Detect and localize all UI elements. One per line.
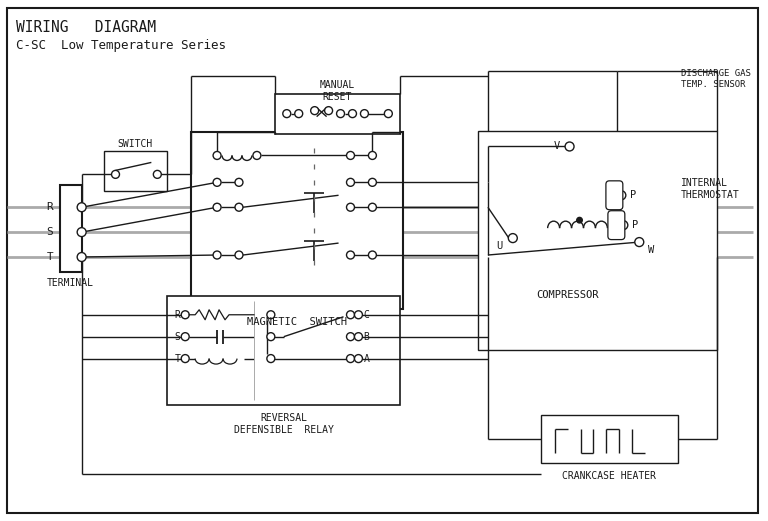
Text: CRANKCASE HEATER: CRANKCASE HEATER: [562, 471, 657, 481]
Bar: [60, 185, 81, 272]
FancyBboxPatch shape: [606, 181, 623, 210]
Text: C-SC  Low Temperature Series: C-SC Low Temperature Series: [16, 39, 226, 52]
Text: INTERNAL: INTERNAL: [681, 178, 728, 188]
Circle shape: [360, 109, 369, 118]
Circle shape: [77, 253, 86, 262]
Circle shape: [213, 251, 221, 259]
Circle shape: [508, 141, 647, 280]
Circle shape: [235, 178, 243, 187]
Circle shape: [283, 109, 291, 118]
Circle shape: [369, 178, 376, 187]
Circle shape: [635, 238, 644, 246]
Circle shape: [336, 109, 345, 118]
Text: S: S: [174, 332, 180, 342]
Circle shape: [266, 311, 275, 319]
Circle shape: [253, 152, 261, 159]
Text: COMPRESSOR: COMPRESSOR: [536, 290, 599, 300]
Circle shape: [619, 221, 627, 230]
Circle shape: [617, 191, 626, 200]
Text: REVERSAL: REVERSAL: [260, 413, 307, 424]
Circle shape: [577, 217, 582, 223]
Text: T: T: [46, 252, 53, 262]
Circle shape: [181, 311, 189, 319]
Circle shape: [508, 233, 518, 243]
Text: TEMP. SENSOR: TEMP. SENSOR: [681, 80, 746, 89]
Bar: [541, 415, 678, 463]
Circle shape: [355, 311, 362, 319]
Text: MANUAL: MANUAL: [320, 80, 355, 90]
Text: A: A: [363, 354, 369, 364]
Text: R: R: [174, 310, 180, 320]
Bar: [191, 131, 403, 309]
Circle shape: [346, 311, 355, 319]
Text: DISCHARGE GAS: DISCHARGE GAS: [681, 69, 751, 78]
Circle shape: [311, 107, 319, 115]
Text: WIRING   DIAGRAM: WIRING DIAGRAM: [16, 20, 156, 35]
Bar: [104, 152, 167, 191]
Circle shape: [346, 203, 355, 211]
Text: THERMOSTAT: THERMOSTAT: [681, 190, 740, 200]
Circle shape: [181, 355, 189, 363]
Bar: [167, 296, 400, 405]
Text: TERMINAL: TERMINAL: [47, 278, 94, 288]
Circle shape: [235, 203, 243, 211]
Text: C: C: [363, 310, 369, 320]
Text: RESET: RESET: [323, 92, 353, 102]
Circle shape: [346, 333, 355, 341]
Text: SWITCH: SWITCH: [118, 140, 153, 150]
Circle shape: [346, 251, 355, 259]
Circle shape: [111, 170, 120, 178]
Circle shape: [295, 109, 303, 118]
Text: W: W: [648, 245, 654, 255]
Text: B: B: [363, 332, 369, 342]
Circle shape: [369, 203, 376, 211]
Text: S: S: [46, 227, 53, 237]
Circle shape: [384, 109, 392, 118]
Circle shape: [266, 333, 275, 341]
Circle shape: [346, 355, 355, 363]
Circle shape: [325, 107, 333, 115]
Circle shape: [235, 251, 243, 259]
Circle shape: [77, 228, 86, 237]
Circle shape: [355, 333, 362, 341]
Circle shape: [154, 170, 161, 178]
Text: P: P: [631, 190, 637, 200]
Text: DEFENSIBLE  RELAY: DEFENSIBLE RELAY: [233, 425, 334, 435]
Circle shape: [349, 109, 356, 118]
Circle shape: [369, 251, 376, 259]
Bar: [478, 131, 717, 350]
Bar: [275, 94, 400, 133]
Text: MAGNETIC  SWITCH: MAGNETIC SWITCH: [247, 317, 346, 327]
Circle shape: [213, 178, 221, 187]
Circle shape: [77, 203, 86, 212]
Circle shape: [181, 333, 189, 341]
Circle shape: [565, 142, 574, 151]
Text: T: T: [174, 354, 180, 364]
Text: P: P: [632, 220, 638, 230]
Text: U: U: [497, 241, 503, 251]
Circle shape: [213, 152, 221, 159]
Text: R: R: [46, 202, 53, 212]
Text: V: V: [554, 142, 560, 152]
FancyBboxPatch shape: [608, 210, 625, 240]
Circle shape: [346, 152, 355, 159]
Circle shape: [346, 178, 355, 187]
Circle shape: [266, 355, 275, 363]
Circle shape: [355, 355, 362, 363]
Circle shape: [369, 152, 376, 159]
Circle shape: [213, 203, 221, 211]
